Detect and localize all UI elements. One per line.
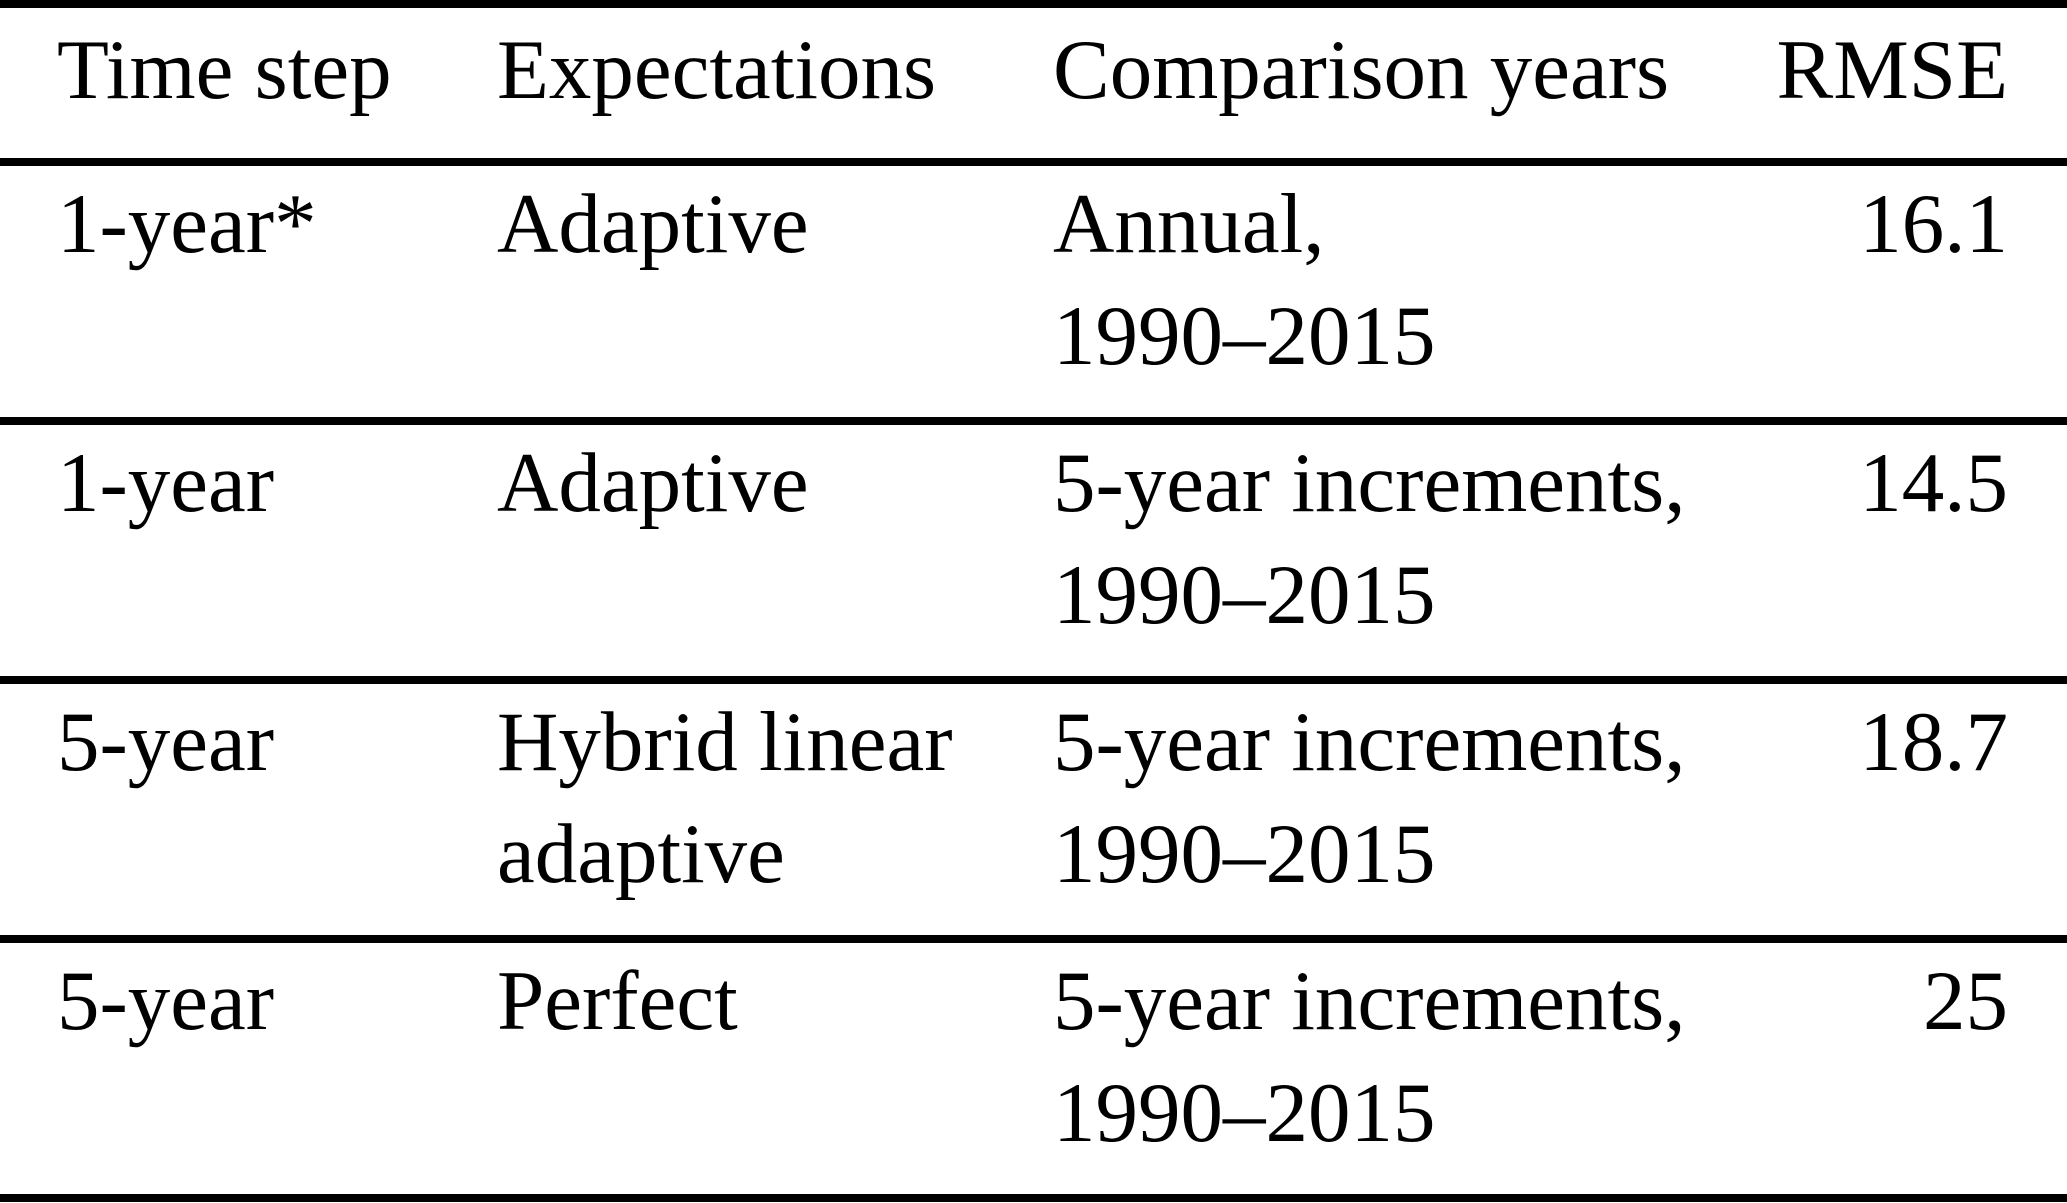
cell-rmse: 14.5 <box>1859 436 2008 530</box>
cell-comparison-years: 5-year increments, 1990–2015 <box>1053 436 1686 642</box>
cell-time-step: 5-year <box>57 954 275 1048</box>
cell-time-step: 1-year <box>57 436 275 530</box>
header-row: Time step Expectations Comparison years … <box>0 4 2067 162</box>
cell-time-step: 5-year <box>57 695 275 789</box>
cell-comparison-years: 5-year increments, 1990–2015 <box>1053 954 1686 1160</box>
cell-expectations: Adaptive <box>497 436 809 530</box>
cell-expectations: Hybrid linear adaptive <box>497 695 953 901</box>
cell-rmse: 16.1 <box>1859 177 2008 271</box>
cell-time-step: 1-year* <box>57 177 317 271</box>
col-header-comparison-years: Comparison years <box>1053 23 1670 117</box>
cell-comparison-years: Annual, 1990–2015 <box>1053 177 1436 383</box>
table-row: 1-year* Adaptive Annual, 1990–2015 16.1 <box>0 162 2067 421</box>
col-header-time-step: Time step <box>57 23 392 117</box>
cell-expectations: Perfect <box>497 954 738 1048</box>
cell-comparison-years: 5-year increments, 1990–2015 <box>1053 695 1686 901</box>
col-header-rmse: RMSE <box>1776 23 2008 117</box>
table-row: 1-year Adaptive 5-year increments, 1990–… <box>0 421 2067 680</box>
cell-rmse: 25 <box>1923 954 2008 1048</box>
cell-rmse: 18.7 <box>1859 695 2008 789</box>
col-header-expectations: Expectations <box>497 23 937 117</box>
table-row: 5-year Perfect 5-year increments, 1990–2… <box>0 939 2067 1198</box>
table-row: 5-year Hybrid linear adaptive 5-year inc… <box>0 680 2067 939</box>
cell-expectations: Adaptive <box>497 177 809 271</box>
